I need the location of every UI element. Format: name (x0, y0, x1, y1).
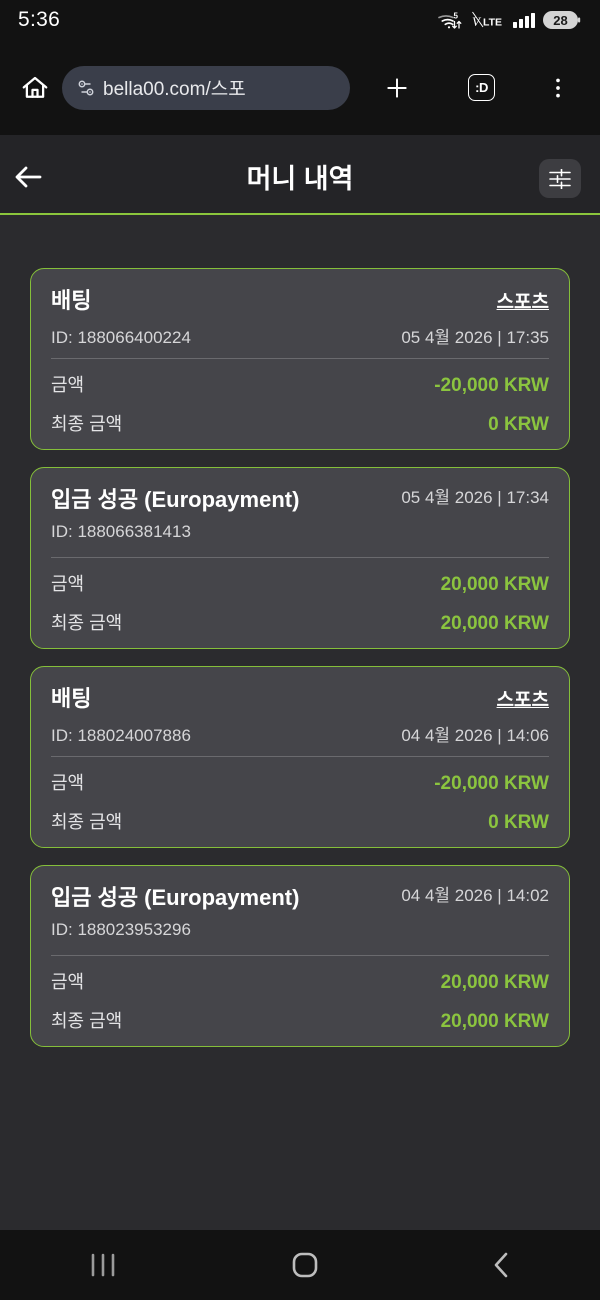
svg-text:5: 5 (454, 12, 459, 21)
svg-text:LTE: LTE (483, 17, 502, 29)
svg-text:V: V (472, 14, 482, 29)
svg-text:28: 28 (553, 13, 567, 28)
